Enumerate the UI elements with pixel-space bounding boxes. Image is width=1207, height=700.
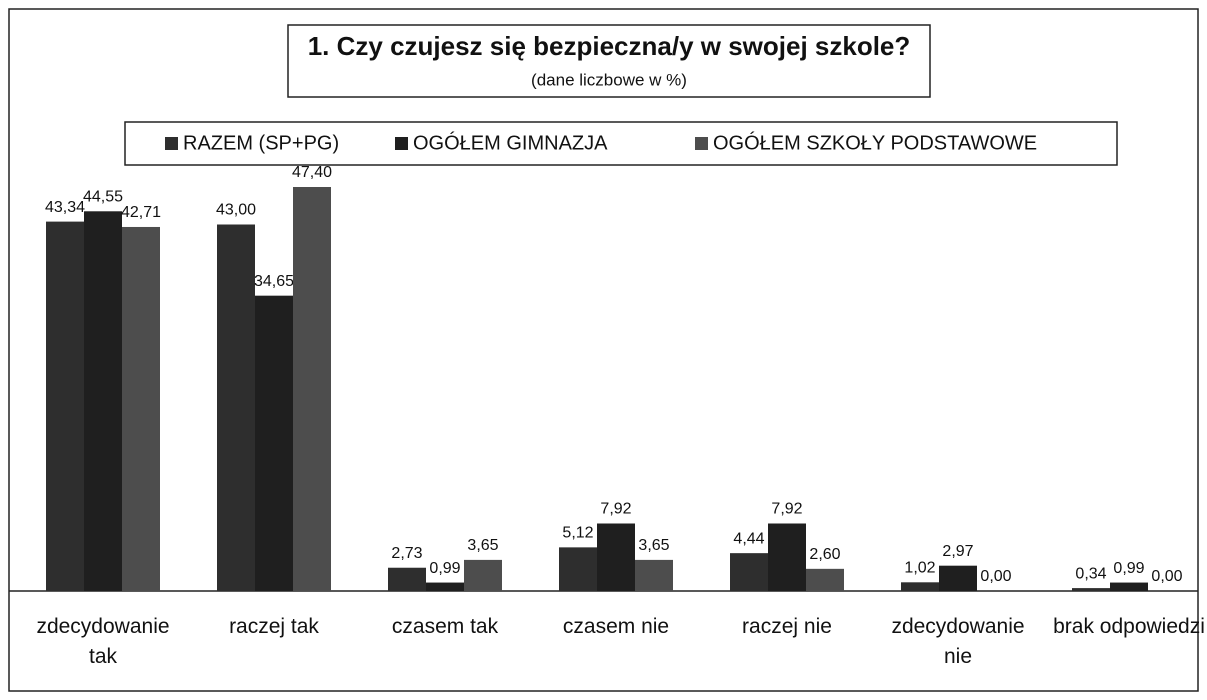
bar <box>1110 582 1148 591</box>
x-tick-label: raczej nie <box>742 615 832 638</box>
bar <box>597 523 635 591</box>
title-box <box>287 24 931 98</box>
value-label: 47,40 <box>292 164 332 181</box>
frame <box>8 8 1199 692</box>
bar <box>730 553 768 591</box>
bar <box>293 187 331 591</box>
value-label: 0,99 <box>1113 560 1144 577</box>
x-tick-label: zdecydowanie tak <box>36 615 170 668</box>
value-label: 7,92 <box>600 501 631 518</box>
value-label: 0,34 <box>1075 565 1106 582</box>
value-label: 0,99 <box>429 560 460 577</box>
value-label: 4,44 <box>733 530 764 547</box>
value-label: 0,00 <box>980 568 1011 585</box>
x-tick-label: brak odpowiedzi <box>1053 615 1205 638</box>
value-label: 3,65 <box>638 537 669 554</box>
legend-box <box>124 121 1118 166</box>
legend-swatch <box>395 137 408 150</box>
bar <box>768 523 806 591</box>
bar <box>426 582 464 591</box>
value-label: 34,65 <box>254 273 294 290</box>
legend-label: RAZEM (SP+PG) <box>183 132 339 154</box>
bar <box>46 221 84 591</box>
value-label: 43,00 <box>216 202 256 219</box>
value-label: 5,12 <box>562 525 593 542</box>
legend-label: OGÓŁEM SZKOŁY PODSTAWOWE <box>713 131 1037 154</box>
bar <box>901 582 939 591</box>
x-tick-label: czasem tak <box>391 615 499 638</box>
value-label: 2,73 <box>391 545 422 562</box>
bar <box>84 211 122 591</box>
bar <box>122 226 160 591</box>
value-label: 43,34 <box>45 199 85 216</box>
legend-label: OGÓŁEM GIMNAZJA <box>413 131 608 154</box>
chart-subtitle: (dane liczbowe w %) <box>531 70 687 89</box>
x-tick-label: raczej tak <box>229 615 319 638</box>
x-tick-label: zdecydowanie nie <box>891 615 1025 668</box>
value-label: 1,02 <box>904 560 935 577</box>
value-label: 3,65 <box>467 537 498 554</box>
x-tick-label: czasem nie <box>562 615 670 638</box>
bar <box>806 568 844 591</box>
value-label: 0,00 <box>1151 568 1182 585</box>
bar <box>464 559 502 591</box>
value-label: 2,97 <box>942 543 973 560</box>
value-label: 7,92 <box>771 501 802 518</box>
legend-swatch <box>165 137 178 150</box>
value-label: 2,60 <box>809 546 840 563</box>
bar <box>217 224 255 591</box>
value-label: 44,55 <box>83 189 123 206</box>
bar <box>559 547 597 591</box>
bar <box>1072 588 1110 591</box>
bar <box>388 567 426 591</box>
bar <box>635 559 673 591</box>
bar <box>255 295 293 591</box>
legend-swatch <box>695 137 708 150</box>
bar <box>939 565 977 591</box>
value-label: 42,71 <box>121 204 161 221</box>
chart-title: 1. Czy czujesz się bezpieczna/y w swojej… <box>308 31 911 61</box>
